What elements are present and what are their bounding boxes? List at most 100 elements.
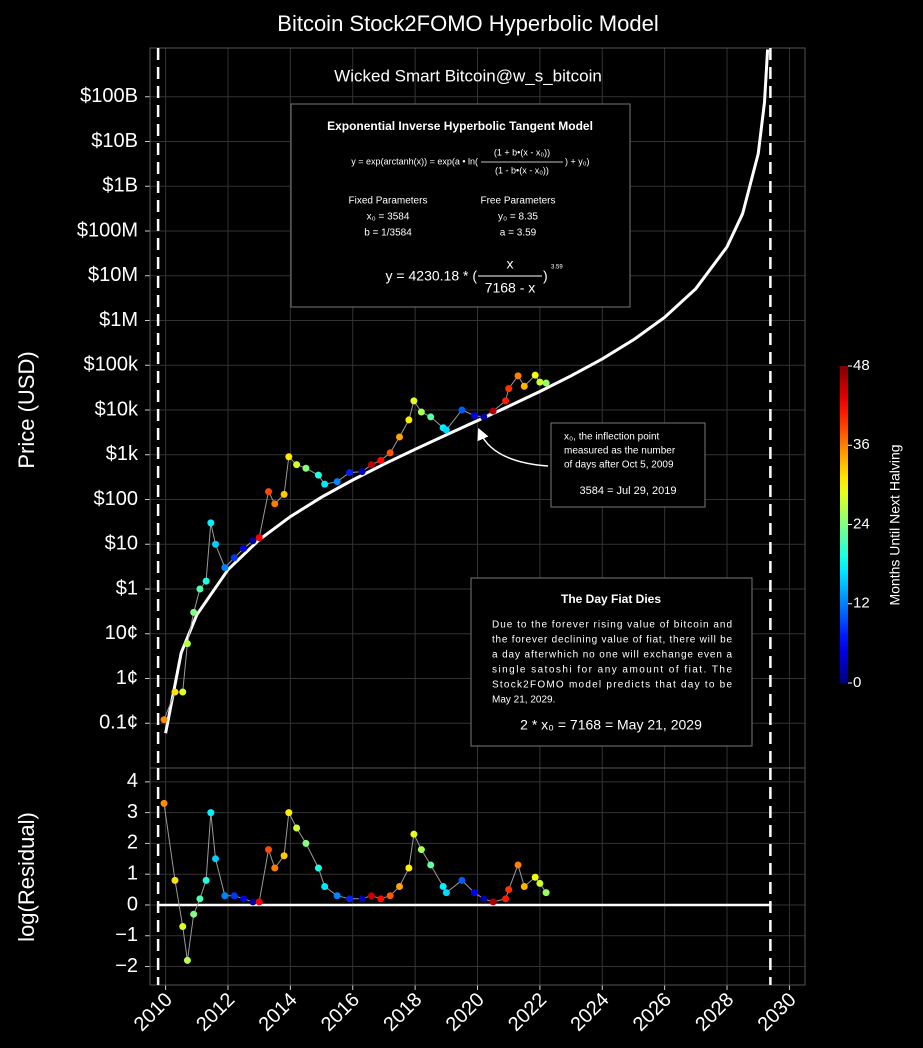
param: b = 1/3584 (364, 228, 412, 239)
point (367, 461, 375, 469)
box-title: The Day Fiat Dies (561, 592, 661, 606)
point (230, 554, 238, 562)
point (470, 412, 478, 420)
box-line: measured as the number (564, 446, 676, 457)
point (202, 577, 210, 585)
y-tick-label: $100B (80, 85, 138, 107)
y-tick-label: 2 (127, 832, 138, 854)
box-line: Due to the forever rising value of bitco… (492, 620, 732, 631)
model-equation: ) (543, 268, 548, 284)
point (458, 876, 466, 884)
point (346, 469, 354, 477)
point (377, 895, 385, 903)
point (280, 490, 288, 498)
point (202, 876, 210, 884)
point (427, 413, 435, 421)
colorbar (840, 366, 848, 683)
point (405, 416, 413, 424)
formula: (1 - b•(x - x₀)) (495, 165, 549, 175)
point (293, 824, 301, 832)
colorbar-tick-label: 12 (853, 595, 870, 612)
y-tick-label: $1 (116, 577, 138, 599)
point (439, 883, 447, 891)
point (240, 545, 248, 553)
point (302, 839, 310, 847)
point (502, 895, 510, 903)
point (221, 564, 229, 572)
point (427, 861, 435, 869)
point (249, 537, 257, 545)
model-box: Exponential Inverse Hyperbolic Tangent M… (290, 103, 631, 308)
point (489, 898, 497, 906)
point (377, 456, 385, 464)
colorbar-tick-label: 36 (853, 436, 870, 453)
point (410, 830, 418, 838)
point (207, 519, 215, 527)
point (321, 480, 329, 488)
box-line: single satoshi for any amount of fiat. T… (492, 665, 732, 676)
box-title: Exponential Inverse Hyperbolic Tangent M… (327, 119, 593, 133)
point (333, 892, 341, 900)
param-heading: Free Parameters (480, 196, 555, 207)
y-tick-label: 10¢ (105, 622, 138, 644)
point (514, 372, 522, 380)
point (240, 895, 248, 903)
box-line: Stock2FOMO model predicts that day to be (492, 680, 732, 691)
point (480, 413, 488, 421)
point (160, 799, 168, 807)
box-line: a day afterwhich no one will exchange ev… (492, 650, 732, 661)
point (536, 879, 544, 887)
y-tick-label: $1B (102, 175, 138, 197)
point (489, 407, 497, 415)
point (417, 846, 425, 854)
point (358, 468, 366, 476)
model-exponent: 3.59 (551, 265, 563, 271)
box-line: x₀, the inflection point (564, 432, 660, 443)
y-tick-label: −1 (115, 924, 138, 946)
y-tick-label: $100k (84, 354, 139, 376)
model-equation: 7168 - x (485, 280, 536, 296)
point (410, 397, 418, 405)
point (520, 883, 528, 891)
y-tick-label: $10 (105, 533, 138, 555)
param: a = 3.59 (500, 228, 537, 239)
point (536, 378, 544, 386)
subtitle: Wicked Smart Bitcoin@w_s_bitcoin (334, 66, 602, 85)
point (405, 864, 413, 872)
chart-title: Bitcoin Stock2FOMO Hyperbolic Model (277, 11, 658, 36)
point (480, 895, 488, 903)
y-tick-label: 0 (127, 893, 138, 915)
formula: y = exp(arctanh(x)) = exp(a • ln( (351, 156, 478, 166)
point (179, 688, 187, 696)
point (505, 886, 513, 894)
y-tick-label: $1k (106, 443, 139, 465)
point (396, 883, 404, 891)
y-tick-label: $10k (95, 398, 139, 420)
point (502, 397, 510, 405)
point (160, 716, 168, 724)
price-line (163, 374, 547, 720)
y-axis-label: Price (USD) (14, 351, 39, 468)
point (196, 895, 204, 903)
param: y₀ = 8.35 (498, 212, 538, 223)
point (386, 449, 394, 457)
point (285, 809, 293, 817)
point (183, 640, 191, 648)
model-equation: y = 4230.18 * ( (386, 268, 478, 284)
price-line (163, 803, 547, 961)
y-tick-label: 0.1¢ (99, 712, 138, 734)
point (230, 892, 238, 900)
box-result: 3584 = Jul 29, 2019 (580, 485, 677, 497)
point (280, 852, 288, 860)
point (386, 892, 394, 900)
point (271, 500, 279, 508)
point (196, 585, 204, 593)
box-line: May 21, 2029. (492, 695, 555, 706)
box-frame (470, 577, 753, 747)
point (531, 371, 539, 379)
param: x₀ = 3584 (367, 212, 410, 223)
point (221, 892, 229, 900)
point (542, 889, 550, 897)
point (417, 408, 425, 416)
model-equation: x (507, 256, 514, 272)
